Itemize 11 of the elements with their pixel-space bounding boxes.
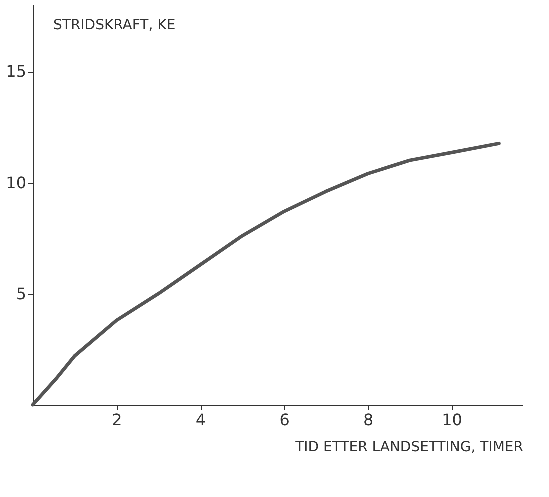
y-tick-label: 15 — [6, 62, 26, 82]
line-series — [31, 142, 501, 407]
y-tick-label: 10 — [6, 173, 26, 192]
y-axis-title: STRIDSKRAFT, KE — [54, 18, 176, 34]
y-tick-label: 5 — [16, 284, 26, 304]
x-tick-label: 8 — [363, 410, 374, 430]
x-tick-label: 6 — [280, 410, 290, 430]
x-axis-title: TID ETTER LANDSETTING, TIMER — [294, 440, 524, 456]
x-tick-label: 10 — [442, 410, 462, 430]
x-tick-label: 4 — [196, 410, 206, 430]
x-tick-label: 2 — [112, 410, 122, 430]
